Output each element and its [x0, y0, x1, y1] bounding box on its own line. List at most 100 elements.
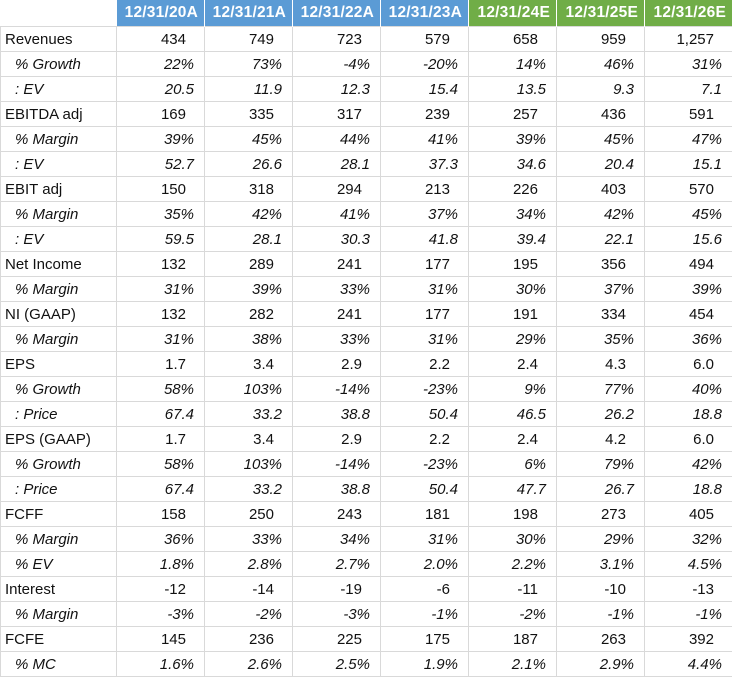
row-label: : Price	[1, 477, 117, 502]
row-label: % Margin	[1, 602, 117, 627]
table-cell: 356	[557, 252, 645, 277]
table-cell: 47.7	[469, 477, 557, 502]
row-label: Net Income	[1, 252, 117, 277]
table-cell: 1.7	[117, 352, 205, 377]
table-cell: 44%	[293, 127, 381, 152]
row-label: EBITDA adj	[1, 102, 117, 127]
table-cell: 26.2	[557, 402, 645, 427]
table-cell: 195	[469, 252, 557, 277]
row-label: % Margin	[1, 527, 117, 552]
table-cell: 282	[205, 302, 293, 327]
table-cell: 1.9%	[381, 652, 469, 677]
table-cell: 132	[117, 302, 205, 327]
table-cell: 38.8	[293, 477, 381, 502]
table-cell: 59.5	[117, 227, 205, 252]
header-corner	[1, 0, 117, 27]
table-cell: 273	[557, 502, 645, 527]
table-cell: 2.4	[469, 352, 557, 377]
table-cell: 749	[205, 27, 293, 52]
table-cell: 30.3	[293, 227, 381, 252]
row-label: EPS	[1, 352, 117, 377]
table-cell: -6	[381, 577, 469, 602]
table-cell: 317	[293, 102, 381, 127]
table-cell: 31%	[117, 277, 205, 302]
table-cell: 6%	[469, 452, 557, 477]
column-header-4: 12/31/23A	[381, 0, 469, 27]
table-cell: 41%	[293, 202, 381, 227]
table-cell: 494	[645, 252, 732, 277]
table-cell: 26.6	[205, 152, 293, 177]
table-cell: 145	[117, 627, 205, 652]
table-cell: -4%	[293, 52, 381, 77]
table-cell: 58%	[117, 452, 205, 477]
table-cell: -14%	[293, 452, 381, 477]
row-label: : Price	[1, 402, 117, 427]
table-cell: 37%	[381, 202, 469, 227]
table-cell: 50.4	[381, 402, 469, 427]
table-cell: 434	[117, 27, 205, 52]
table-cell: 9.3	[557, 77, 645, 102]
row-label: % Margin	[1, 277, 117, 302]
table-cell: 15.6	[645, 227, 732, 252]
table-cell: 294	[293, 177, 381, 202]
table-cell: 1,257	[645, 27, 732, 52]
table-cell: 39%	[469, 127, 557, 152]
row-label: % MC	[1, 652, 117, 677]
table-cell: 37%	[557, 277, 645, 302]
row-label: % Margin	[1, 127, 117, 152]
table-cell: 158	[117, 502, 205, 527]
table-cell: -20%	[381, 52, 469, 77]
column-header-7: 12/31/26E	[645, 0, 732, 27]
table-cell: 22.1	[557, 227, 645, 252]
table-cell: -3%	[293, 602, 381, 627]
table-cell: 39%	[205, 277, 293, 302]
column-header-5: 12/31/24E	[469, 0, 557, 27]
row-label: % EV	[1, 552, 117, 577]
table-cell: 42%	[557, 202, 645, 227]
row-label: FCFF	[1, 502, 117, 527]
table-cell: 181	[381, 502, 469, 527]
table-cell: 40%	[645, 377, 732, 402]
table-cell: 31%	[645, 52, 732, 77]
table-cell: 28.1	[205, 227, 293, 252]
table-cell: 41.8	[381, 227, 469, 252]
table-cell: 38.8	[293, 402, 381, 427]
table-cell: 570	[645, 177, 732, 202]
row-label: % Growth	[1, 452, 117, 477]
table-cell: 77%	[557, 377, 645, 402]
table-cell: 1.6%	[117, 652, 205, 677]
table-cell: 26.7	[557, 477, 645, 502]
table-cell: -23%	[381, 377, 469, 402]
table-cell: 4.4%	[645, 652, 732, 677]
table-cell: 959	[557, 27, 645, 52]
table-cell: 2.0%	[381, 552, 469, 577]
table-cell: 2.2	[381, 427, 469, 452]
table-cell: 239	[381, 102, 469, 127]
table-cell: -1%	[645, 602, 732, 627]
table-cell: 37.3	[381, 152, 469, 177]
table-cell: 20.5	[117, 77, 205, 102]
table-cell: 18.8	[645, 402, 732, 427]
table-cell: 30%	[469, 527, 557, 552]
table-cell: 67.4	[117, 402, 205, 427]
column-header-1: 12/31/20A	[117, 0, 205, 27]
table-cell: 226	[469, 177, 557, 202]
table-cell: 198	[469, 502, 557, 527]
table-cell: 39%	[645, 277, 732, 302]
table-cell: 392	[645, 627, 732, 652]
row-label: : EV	[1, 227, 117, 252]
table-cell: 46%	[557, 52, 645, 77]
table-cell: 52.7	[117, 152, 205, 177]
